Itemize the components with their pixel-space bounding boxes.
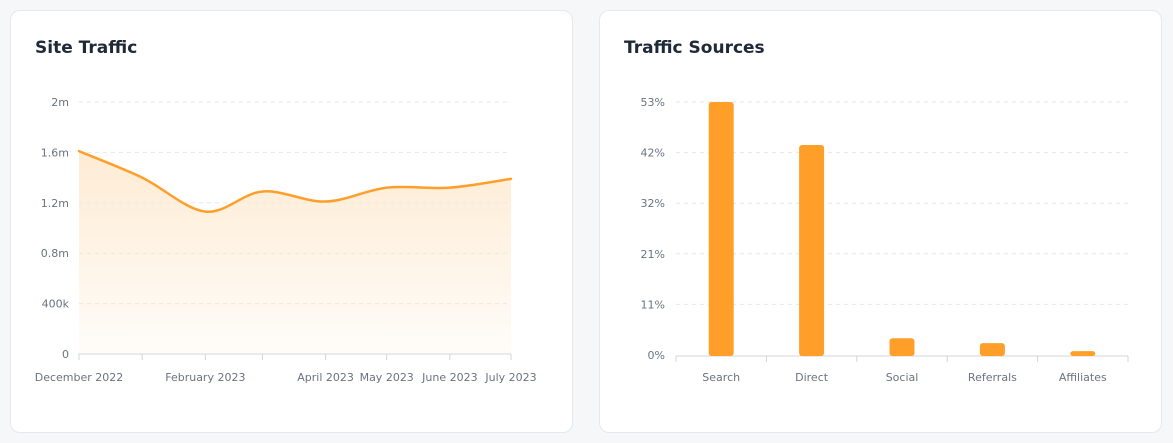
x-tick-label: July 2023 [484,371,536,384]
y-tick-label: 1.2m [41,197,69,210]
traffic-sources-title: Traffic Sources [624,38,765,58]
y-tick-label: 32% [641,197,665,210]
y-tick-label: 0% [648,349,665,362]
y-tick-label: 11% [641,298,665,311]
traffic-sources-chart: 0% 11% 21% 32% 42% 53% Search Direct Social Refer… [641,96,1129,384]
x-tick-label: Search [702,371,740,384]
site-traffic-card: Site Traffic 0 400k 0.8m 1.2m 1.6m 2m December… [10,10,573,433]
x-tick-label: May 2023 [360,371,414,384]
traffic-sources-card: Traffic Sources 0% 11% 21% 32% 42% 53% Search D… [599,10,1162,433]
y-tick-label: 21% [641,248,665,261]
traffic-line [77,149,513,213]
bar-affiliates [1070,351,1096,356]
x-tick-label: February 2023 [165,371,245,384]
x-tick-label: Affiliates [1059,371,1107,384]
x-tick-label: Referrals [968,371,1017,384]
site-traffic-chart: 0 400k 0.8m 1.2m 1.6m 2m December 2022 February… [35,96,537,384]
y-tick-label: 400k [42,298,70,311]
y-tick-label: 42% [641,147,665,160]
x-tick-label: April 2023 [297,371,354,384]
y-tick-label: 0 [62,348,69,361]
site-traffic-title: Site Traffic [35,38,138,58]
y-tick-label: 1.6m [41,146,69,159]
x-tick-label: June 2023 [421,371,477,384]
x-tick-label: December 2022 [35,371,124,384]
bar-direct [799,144,825,356]
y-tick-label: 2m [51,96,69,109]
y-tick-label: 53% [641,96,665,109]
x-tick-label: Direct [795,371,829,384]
bar-search [708,102,734,356]
traffic-area [79,151,511,354]
bar-referrals [979,343,1005,356]
y-tick-label: 0.8m [41,247,69,260]
bar-social [889,338,915,356]
x-tick-label: Social [886,371,919,384]
